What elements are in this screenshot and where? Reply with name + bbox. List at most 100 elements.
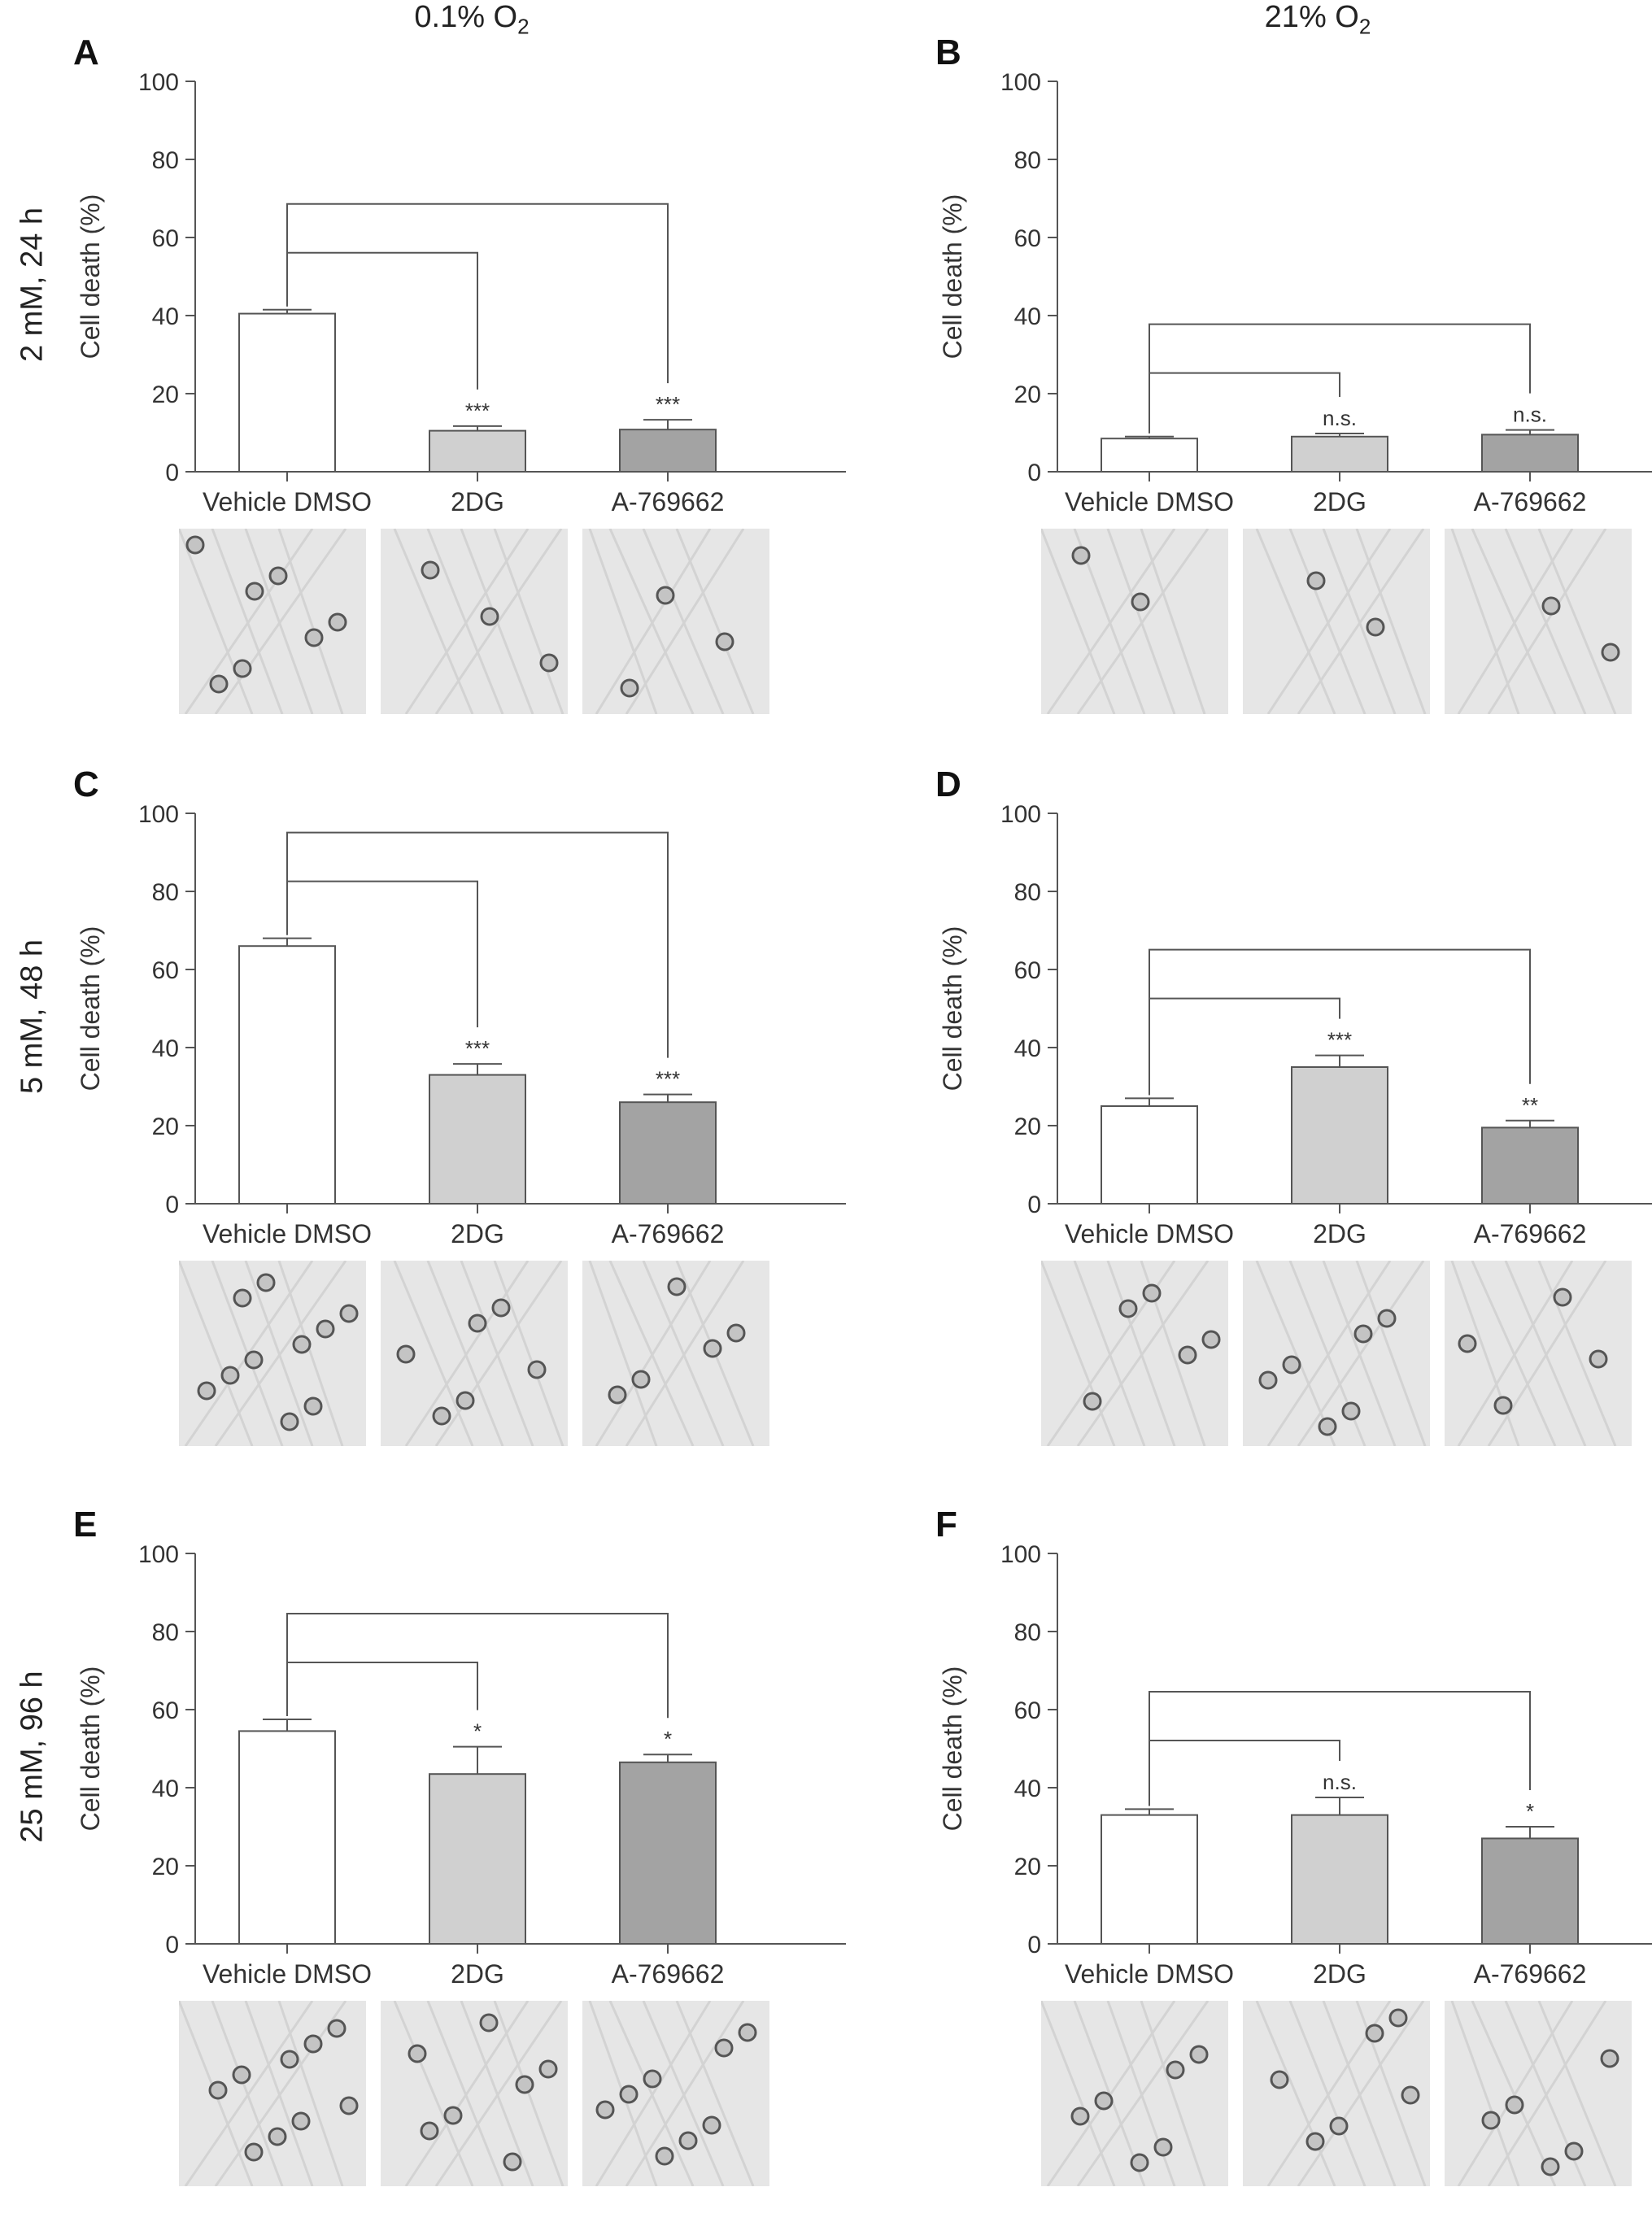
micrograph-streak (426, 528, 504, 715)
micrograph-streak (393, 2000, 474, 2187)
micrograph-streak (595, 2000, 712, 2187)
panel-b: B 0 20 40 60 80 100 Cell death (%) Vehicle DMSO… (935, 33, 1652, 715)
micrograph-streak (1355, 1260, 1427, 1447)
micrograph-cell (1071, 546, 1091, 565)
significance-label: *** (465, 1036, 490, 1061)
y-tick-label: 80 (1014, 879, 1041, 906)
micrograph-cell (726, 1323, 746, 1343)
micrograph-image (582, 2000, 769, 2187)
y-tick-label: 20 (1014, 1854, 1041, 1880)
micrograph-streak (1140, 2000, 1206, 2187)
micrograph-streak (244, 528, 314, 715)
micrograph-streak (393, 1260, 474, 1447)
micrograph-cell (595, 2100, 615, 2120)
micrograph-cell (408, 2044, 427, 2063)
micrograph-streak (1040, 2000, 1116, 2187)
micrograph-streak (1266, 528, 1392, 715)
column-header-hypoxia: 0.1% O2 (268, 0, 675, 57)
micrograph-cell (1118, 1299, 1138, 1318)
micrograph-image (1243, 528, 1430, 715)
micrograph-image (1445, 528, 1632, 715)
micrograph-streak (1450, 1260, 1520, 1447)
micrograph-cell (1282, 1355, 1301, 1375)
y-tick-label: 40 (152, 1775, 179, 1802)
y-tick-label: 20 (1014, 381, 1041, 408)
micrograph-streak (1457, 1260, 1574, 1447)
micrograph-streak (177, 1260, 254, 1447)
y-tick-label: 0 (165, 1192, 179, 1218)
significance-label: n.s. (1323, 1770, 1357, 1794)
micrograph-cell (479, 2013, 499, 2032)
micrograph-image (1243, 1260, 1430, 1447)
micrograph-image (1243, 1260, 1430, 1447)
micrograph-cell (620, 678, 639, 698)
micrograph-cell (455, 1391, 475, 1410)
micrograph-image (1445, 1260, 1632, 1447)
row-label-25mm: 25 mM, 96 h (0, 1553, 65, 1960)
micrograph-cell (468, 1314, 487, 1333)
micrograph-streak (675, 2000, 755, 2187)
bar (238, 945, 336, 1205)
significance-label: * (473, 1719, 482, 1744)
significance-label: *** (656, 392, 680, 416)
micrograph-image (1040, 1260, 1228, 1447)
micrograph-cell (244, 1350, 264, 1370)
panel-a: A 0 20 40 60 80 100 Cell death (%) Vehicle DMSO… (73, 33, 854, 715)
micrograph-streak (184, 2000, 314, 2187)
significance-label: n.s. (1513, 403, 1547, 427)
comparison-bracket (286, 831, 669, 1058)
bar (429, 1074, 526, 1205)
micrograph-streak (1297, 528, 1425, 715)
micrograph-streak (1322, 528, 1397, 715)
y-tick-label: 0 (1027, 1932, 1041, 1958)
micrograph-image (177, 2000, 366, 2187)
micrograph-cell (656, 586, 675, 605)
comparison-bracket (286, 1662, 478, 1716)
panel-letter: C (73, 765, 99, 804)
micrograph-streak (595, 1260, 712, 1447)
micrograph-cell (328, 612, 347, 632)
micrograph-streak (1076, 528, 1210, 715)
micrograph-cell (1258, 1370, 1278, 1390)
micrograph-streak (404, 2000, 530, 2187)
micrograph-cell (1094, 2091, 1114, 2111)
y-tick-label: 40 (152, 1035, 179, 1062)
micrograph-cell (1541, 596, 1561, 616)
bar (1481, 1837, 1579, 1945)
micrograph-streak (608, 1260, 695, 1447)
micrograph-cell (316, 1319, 335, 1339)
micrograph-streak (277, 528, 344, 715)
row-label-text: 2 mM, 24 h (15, 207, 50, 363)
micrograph-streak (1288, 2000, 1366, 2187)
y-tick-label: 80 (152, 1619, 179, 1646)
micrograph-streak (426, 2000, 504, 2187)
micrograph-background (582, 529, 769, 714)
micrograph-cell (619, 2085, 639, 2104)
x-tick-label: A-769662 (612, 487, 725, 516)
micrograph-image (582, 1260, 769, 1447)
micrograph-streak (493, 1260, 564, 1447)
column-header-text: 21% O (1264, 0, 1359, 34)
micrograph-streak (1297, 1260, 1425, 1447)
y-tick-label: 100 (138, 1541, 179, 1568)
comparison-bracket (1149, 1740, 1340, 1806)
micrograph-streak (608, 2000, 695, 2187)
micrograph-background (179, 1261, 366, 1446)
y-tick-label: 40 (1014, 1775, 1041, 1802)
column-header-subscript: 2 (1358, 14, 1371, 39)
micrograph-cell (527, 1360, 547, 1379)
y-tick-label: 0 (1027, 460, 1041, 486)
micrograph-cell (292, 1335, 312, 1354)
micrograph-streak (404, 528, 530, 715)
x-tick-label: Vehicle DMSO (203, 1959, 372, 1989)
micrograph-streak (244, 1260, 314, 1447)
micrograph-streak (1046, 528, 1176, 715)
micrograph-cell (208, 2080, 228, 2100)
x-tick-label: Vehicle DMSO (203, 1219, 372, 1248)
x-tick-label: 2DG (451, 487, 504, 516)
y-tick-label: 80 (152, 147, 179, 174)
micrograph-image (1445, 2000, 1632, 2187)
micrograph-cell (1505, 2095, 1524, 2115)
y-tick-label: 60 (152, 225, 179, 252)
comparison-bracket (1149, 1691, 1531, 1806)
